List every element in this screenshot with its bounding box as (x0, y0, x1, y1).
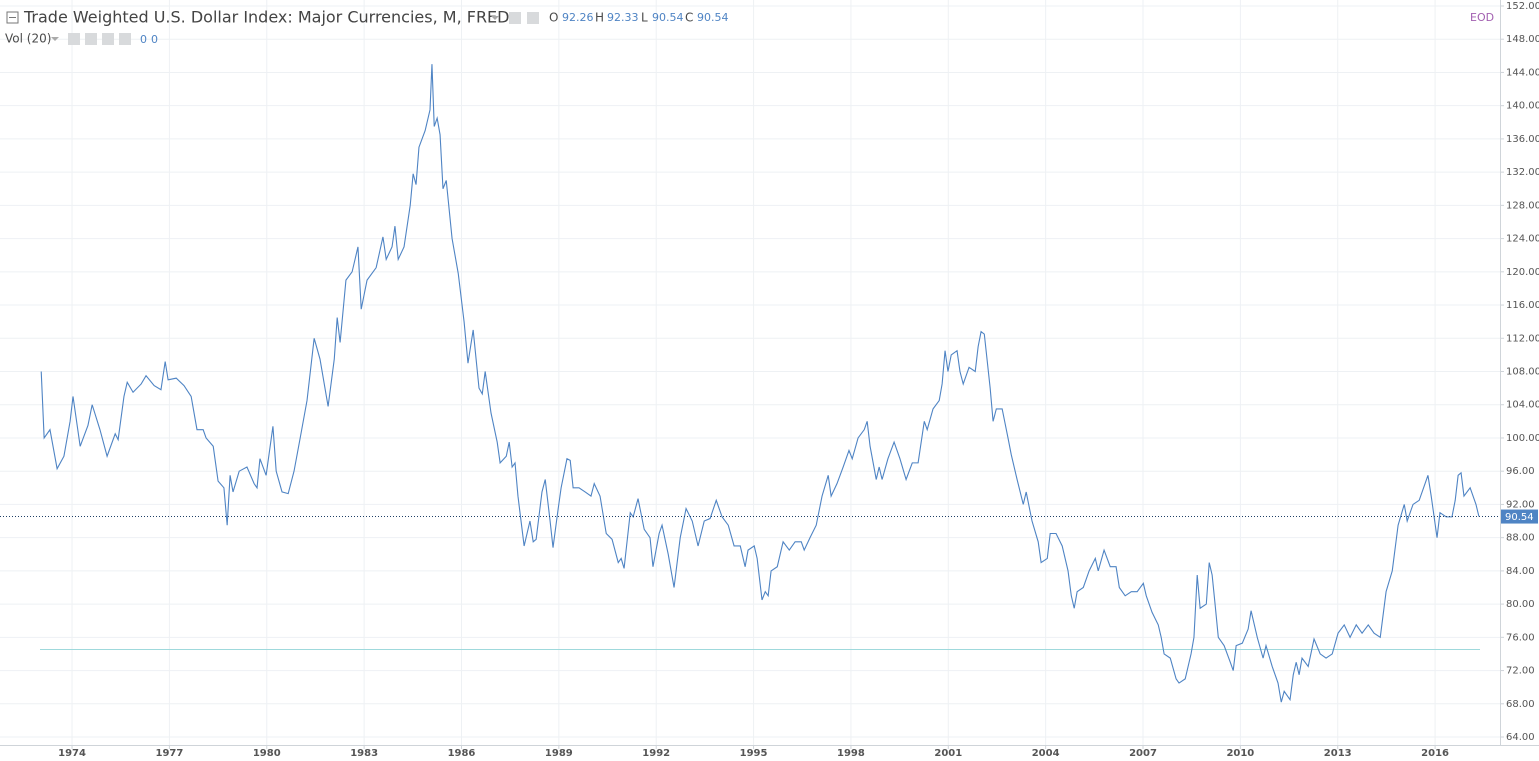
settings-button[interactable] (509, 12, 521, 24)
data-tag: EOD (1470, 11, 1494, 24)
volume-settings-button[interactable] (68, 33, 80, 45)
y-tick-label: 132.00 (1506, 167, 1539, 178)
chart-title: Trade Weighted U.S. Dollar Index: Major … (23, 8, 509, 27)
grid (0, 0, 1500, 745)
y-tick-label: 104.00 (1506, 400, 1539, 411)
y-tick-label: 136.00 (1506, 134, 1539, 145)
ohlc-key: O (549, 11, 558, 25)
x-tick-label: 1989 (545, 748, 573, 759)
x-tick-label: 1995 (740, 748, 768, 759)
x-tick-label: 1986 (448, 748, 476, 759)
x-tick-label: 1992 (642, 748, 670, 759)
y-tick-label: 152.00 (1506, 1, 1539, 12)
ohlc-value: 90.54 (697, 11, 729, 24)
hide-button[interactable] (527, 12, 539, 24)
price-line (40, 64, 1480, 703)
volume-hide-button[interactable] (85, 33, 97, 45)
y-tick-label: 88.00 (1506, 533, 1535, 544)
y-tick-label: 120.00 (1506, 267, 1539, 278)
ohlc-value: 92.26 (562, 11, 594, 24)
y-tick-label: 108.00 (1506, 367, 1539, 378)
x-tick-label: 2004 (1032, 748, 1060, 759)
y-tick-label: 140.00 (1506, 101, 1539, 112)
x-tick-label: 2016 (1421, 748, 1449, 759)
last-price-label: 90.54 (1505, 512, 1534, 523)
ohlc-key: C (685, 11, 693, 25)
y-tick-label: 76.00 (1506, 632, 1535, 643)
y-tick-label: 112.00 (1506, 333, 1539, 344)
y-tick-label: 84.00 (1506, 566, 1535, 577)
volume-label: Vol (20) (5, 32, 51, 46)
volume-remove-button[interactable] (119, 33, 131, 45)
x-tick-label: 2010 (1226, 748, 1254, 759)
last-price-badge (1501, 509, 1538, 524)
plot (0, 64, 1500, 703)
y-tick-label: 80.00 (1506, 599, 1535, 610)
x-tick-label: 1998 (837, 748, 865, 759)
ohlc-value: 92.33 (607, 11, 639, 24)
x-tick-label: 2001 (934, 748, 962, 759)
y-tick-label: 64.00 (1506, 732, 1535, 743)
y-tick-label: 144.00 (1506, 67, 1539, 78)
y-tick-label: 100.00 (1506, 433, 1539, 444)
volume-more-button[interactable] (102, 33, 114, 45)
volume-value: 0 (140, 33, 147, 46)
y-tick-label: 96.00 (1506, 466, 1535, 477)
title-menu[interactable] (491, 16, 499, 20)
y-tick-label: 92.00 (1506, 499, 1535, 510)
volume-menu[interactable] (51, 37, 59, 41)
ohlc-value: 90.54 (652, 11, 684, 24)
y-tick-label: 148.00 (1506, 34, 1539, 45)
x-tick-label: 2007 (1129, 748, 1157, 759)
x-tick-label: 2013 (1324, 748, 1352, 759)
x-tick-label: 1980 (253, 748, 281, 759)
y-tick-label: 116.00 (1506, 300, 1539, 311)
x-tick-label: 1977 (155, 748, 183, 759)
x-tick-label: 1983 (350, 748, 378, 759)
y-tick-label: 68.00 (1506, 699, 1535, 710)
y-tick-label: 128.00 (1506, 200, 1539, 211)
x-tick-label: 1974 (58, 748, 86, 759)
ohlc-key: L (641, 11, 648, 25)
y-tick-label: 124.00 (1506, 234, 1539, 245)
volume-value: 0 (151, 33, 158, 46)
y-tick-label: 72.00 (1506, 666, 1535, 677)
ohlc-key: H (595, 11, 604, 25)
